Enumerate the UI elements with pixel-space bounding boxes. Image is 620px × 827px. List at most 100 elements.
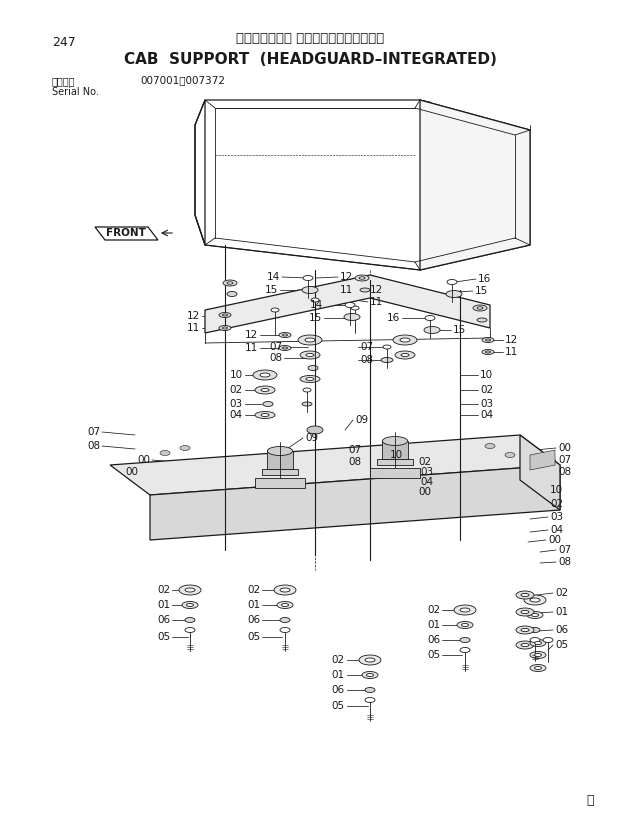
Ellipse shape [381,357,393,362]
Ellipse shape [223,314,228,316]
Polygon shape [255,478,305,488]
Text: 06: 06 [247,615,260,625]
Text: 12: 12 [245,330,258,340]
Text: 02: 02 [550,499,563,509]
Ellipse shape [447,280,457,284]
Ellipse shape [359,277,365,280]
Text: 16: 16 [478,274,491,284]
Ellipse shape [253,370,277,380]
Ellipse shape [446,290,462,298]
Ellipse shape [303,275,313,280]
Ellipse shape [530,652,546,658]
Ellipse shape [359,655,381,665]
Text: 12: 12 [505,335,518,345]
Text: 02: 02 [555,588,568,598]
Text: 01: 01 [555,607,568,617]
Ellipse shape [182,601,198,609]
Polygon shape [110,435,560,495]
Ellipse shape [185,588,195,592]
Text: 11: 11 [340,285,353,295]
Text: FRONT: FRONT [106,228,146,238]
Text: 247: 247 [52,36,76,49]
Text: 04: 04 [420,477,433,487]
Text: 04: 04 [480,410,493,420]
Ellipse shape [305,338,315,342]
Ellipse shape [261,389,269,391]
Text: キャブ取付部品 （ヘッドガード一体型）: キャブ取付部品 （ヘッドガード一体型） [236,32,384,45]
Polygon shape [420,100,530,270]
Ellipse shape [383,345,391,349]
Text: 10: 10 [550,485,563,495]
Text: 16: 16 [387,313,400,323]
Ellipse shape [271,308,279,312]
Text: 04: 04 [230,410,243,420]
Text: 12: 12 [370,285,383,295]
Text: 01: 01 [247,600,260,610]
Text: 01: 01 [157,600,170,610]
Polygon shape [383,441,407,459]
Polygon shape [262,469,298,475]
Ellipse shape [534,653,541,657]
Polygon shape [520,435,560,510]
Text: 08: 08 [348,457,361,467]
Ellipse shape [521,610,529,614]
Ellipse shape [473,305,487,311]
Text: 05: 05 [427,650,440,660]
Text: 07: 07 [558,545,571,555]
Ellipse shape [306,353,314,356]
Text: 03: 03 [420,467,433,477]
Ellipse shape [485,443,495,448]
Ellipse shape [482,337,494,342]
Text: 10: 10 [390,450,403,460]
Text: 02: 02 [157,585,170,595]
Ellipse shape [530,638,540,643]
Text: 11: 11 [187,323,200,333]
Polygon shape [377,459,413,465]
Ellipse shape [227,282,233,284]
Ellipse shape [401,353,409,356]
Ellipse shape [219,326,231,331]
Ellipse shape [365,697,375,702]
Ellipse shape [302,402,312,406]
Text: 02: 02 [427,605,440,615]
Ellipse shape [179,585,201,595]
Text: 06: 06 [332,685,345,695]
Text: 00: 00 [548,535,561,545]
Ellipse shape [516,608,534,616]
Text: 09: 09 [355,415,368,425]
Text: 08: 08 [360,355,373,365]
Text: 15: 15 [453,325,466,335]
Text: 06: 06 [427,635,440,645]
Ellipse shape [362,672,378,678]
Text: 007001～007372: 007001～007372 [140,75,225,85]
Ellipse shape [298,335,322,345]
Ellipse shape [366,673,373,676]
Ellipse shape [283,347,288,349]
Text: 05: 05 [157,632,170,642]
Ellipse shape [516,591,534,599]
Ellipse shape [524,595,546,605]
Ellipse shape [180,446,190,451]
Ellipse shape [255,412,275,418]
Polygon shape [267,451,293,469]
Ellipse shape [482,350,494,355]
Polygon shape [530,450,555,470]
Text: 14: 14 [310,300,323,310]
Text: 11: 11 [370,297,383,307]
Ellipse shape [425,315,435,321]
Text: 01: 01 [332,670,345,680]
Ellipse shape [261,414,269,417]
Text: 09: 09 [305,433,318,443]
Ellipse shape [351,306,359,310]
Ellipse shape [308,366,318,370]
Ellipse shape [534,667,541,670]
Ellipse shape [477,318,487,322]
Ellipse shape [485,351,490,353]
Ellipse shape [223,327,228,329]
Text: 02: 02 [247,585,260,595]
Text: 02: 02 [332,655,345,665]
Ellipse shape [460,608,470,612]
Ellipse shape [530,598,540,602]
Text: 12: 12 [187,311,200,321]
Ellipse shape [279,346,291,351]
